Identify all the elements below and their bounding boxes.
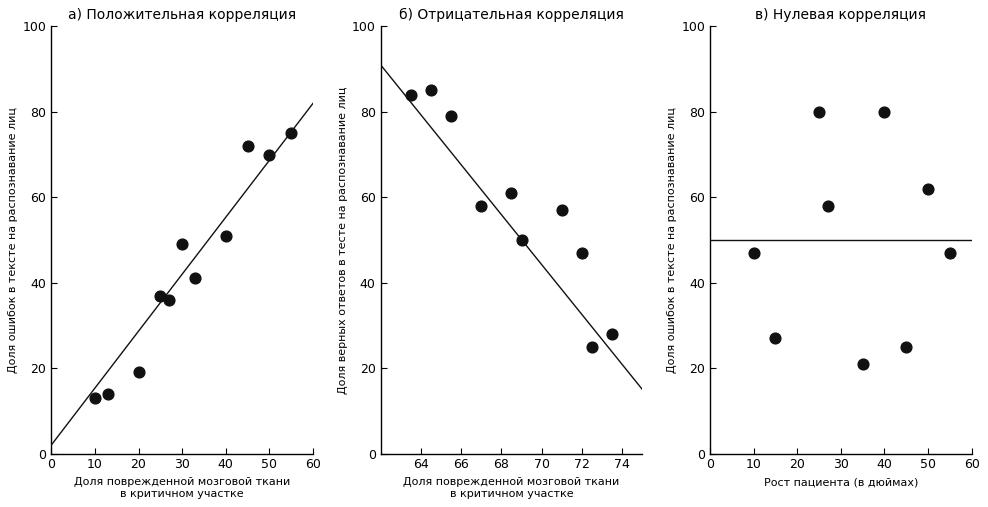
X-axis label: Доля поврежденной мозговой ткани
в критичном участке: Доля поврежденной мозговой ткани в крити… — [403, 477, 619, 499]
Point — [403, 91, 419, 99]
Y-axis label: Доля ошибок в тексте на распознавание лиц: Доля ошибок в тексте на распознавание ли… — [8, 107, 19, 373]
Point — [898, 343, 914, 351]
Y-axis label: Доля ошибок в тексте на распознавание лиц: Доля ошибок в тексте на распознавание ли… — [667, 107, 677, 373]
Point — [768, 334, 783, 342]
Y-axis label: Доля верных ответов в тесте на распознавание лиц: Доля верных ответов в тесте на распознав… — [338, 86, 348, 393]
Point — [152, 292, 168, 300]
Point — [920, 185, 936, 193]
Point — [855, 360, 870, 368]
Point — [284, 129, 299, 137]
Point — [574, 249, 590, 257]
Point — [423, 86, 439, 94]
Point — [554, 206, 570, 214]
Point — [746, 249, 762, 257]
Point — [584, 343, 600, 351]
Point — [820, 202, 836, 210]
Point — [161, 296, 177, 304]
Title: б) Отрицательная корреляция: б) Отрицательная корреляция — [399, 8, 624, 22]
Point — [218, 232, 234, 240]
Point — [444, 112, 459, 120]
Point — [504, 189, 520, 197]
Point — [942, 249, 957, 257]
Point — [240, 142, 256, 150]
Point — [876, 108, 892, 116]
Point — [100, 390, 116, 398]
X-axis label: Рост пациента (в дюймах): Рост пациента (в дюймах) — [764, 477, 918, 487]
Point — [130, 369, 146, 377]
Point — [188, 274, 204, 282]
Title: в) Нулевая корреляция: в) Нулевая корреляция — [756, 9, 927, 22]
Point — [87, 394, 103, 402]
Point — [262, 151, 278, 159]
Point — [514, 236, 530, 244]
Point — [174, 240, 190, 248]
Point — [473, 202, 489, 210]
Point — [811, 108, 827, 116]
Title: а) Положительная корреляция: а) Положительная корреляция — [68, 9, 296, 22]
X-axis label: Доля поврежденной мозговой ткани
в критичном участке: Доля поврежденной мозговой ткани в крити… — [74, 477, 290, 499]
Point — [605, 330, 620, 338]
